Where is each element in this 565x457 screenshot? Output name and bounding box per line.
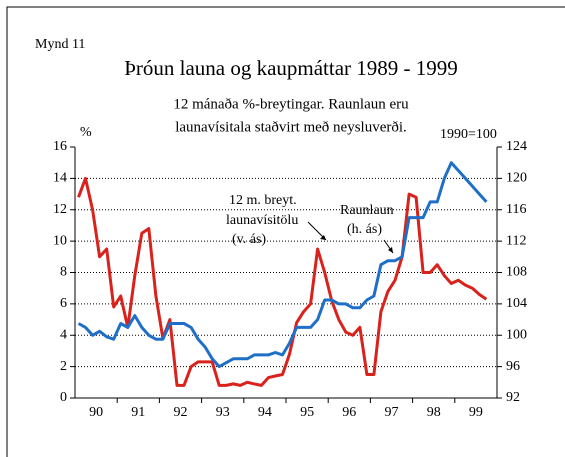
x-tick-label: 97 — [385, 405, 399, 420]
y2-tick-label: 92 — [506, 390, 520, 405]
annotation: Raunlaun — [340, 203, 394, 218]
series-line — [77, 176, 488, 387]
y-tick-label: 0 — [60, 390, 67, 405]
annotation: 12 m. breyt. — [229, 193, 297, 208]
x-tick-label: 92 — [174, 405, 188, 420]
annotation: (h. ás) — [347, 222, 382, 237]
y2-tick-label: 112 — [506, 233, 526, 248]
x-tick-label: 99 — [469, 405, 483, 420]
x-tick-label: 93 — [216, 405, 230, 420]
subtitle: 12 mánaða %-breytingar. Raunlaun eru — [173, 96, 409, 112]
subtitle: launavísitala staðvirt með neysluverði. — [175, 119, 407, 135]
y-tick-label: 4 — [60, 327, 67, 342]
y2-tick-label: 120 — [506, 171, 527, 186]
y-tick-label: 6 — [60, 296, 67, 311]
x-tick-label: 96 — [342, 405, 356, 420]
y2-tick-label: 124 — [506, 139, 527, 154]
arrow-head — [320, 235, 326, 240]
x-tick-label: 98 — [427, 405, 441, 420]
y2-tick-label: 100 — [506, 327, 527, 342]
y-tick-label: 16 — [53, 139, 67, 154]
chart-title: Þróun launa og kaupmáttar 1989 - 1999 — [124, 56, 458, 80]
y2-tick-label: 108 — [506, 265, 527, 280]
y2-tick-label: 104 — [506, 296, 527, 311]
y-tick-label: 8 — [60, 265, 67, 280]
y-axis-label: % — [80, 125, 92, 140]
annotation: (v. ás) — [232, 232, 266, 247]
y-tick-label: 10 — [53, 233, 67, 248]
y2-axis-label: 1990=100 — [440, 127, 497, 142]
y-tick-label: 14 — [53, 171, 67, 186]
annotation: launavísitölu — [226, 213, 298, 228]
figure-label: Mynd 11 — [35, 37, 85, 52]
y2-tick-label: 116 — [506, 202, 526, 217]
x-tick-label: 94 — [258, 405, 272, 420]
series-line — [77, 161, 488, 369]
y-tick-label: 2 — [60, 359, 67, 374]
arrow-head — [388, 247, 393, 253]
x-tick-label: 95 — [300, 405, 314, 420]
x-tick-label: 90 — [89, 405, 103, 420]
frame — [6, 6, 565, 457]
x-tick-label: 91 — [131, 405, 145, 420]
y-tick-label: 12 — [53, 202, 67, 217]
y2-tick-label: 96 — [506, 359, 520, 374]
